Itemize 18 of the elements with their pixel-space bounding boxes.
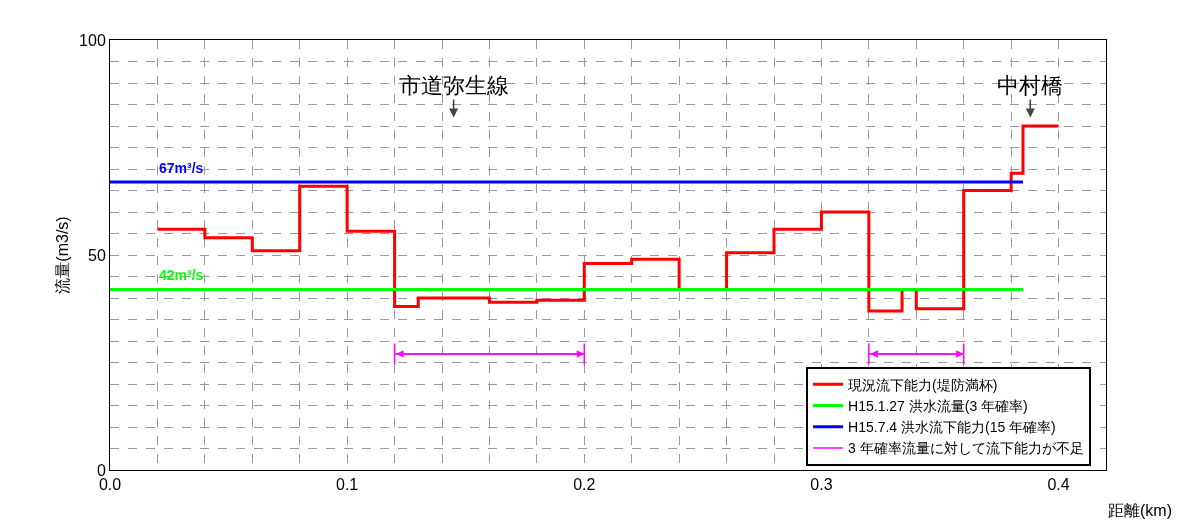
x-tick-label: 0.3 [810, 476, 833, 494]
annotation: 市道弥生線 [399, 73, 509, 98]
x-tick-label: 0.2 [573, 476, 596, 494]
y-tick-label: 100 [79, 31, 106, 49]
y-tick-label: 0 [96, 461, 106, 479]
y-tick-label: 50 [88, 246, 106, 264]
x-tick-label: 0.4 [1047, 476, 1070, 494]
annotation: 中村橋 [997, 73, 1063, 98]
x-tick-label: 0.0 [98, 476, 122, 494]
x-axis-title: 距離(km) [1108, 502, 1172, 519]
annotation: 42m³/s [159, 267, 204, 283]
annotation: 67m³/s [159, 160, 204, 176]
x-tick-label: 0.1 [336, 476, 359, 494]
legend-label: 3 年確率流量に対して流下能力が不足 [848, 440, 1084, 457]
legend-label: H15.1.27 洪水流量(3 年確率) [848, 397, 1028, 414]
legend-label: 現況流下能力(堤防満杯) [848, 376, 998, 393]
legend-label: H15.7.4 洪水流下能力(15 年確率) [848, 419, 1056, 436]
y-axis-title: 流量(m3/s) [54, 216, 71, 294]
